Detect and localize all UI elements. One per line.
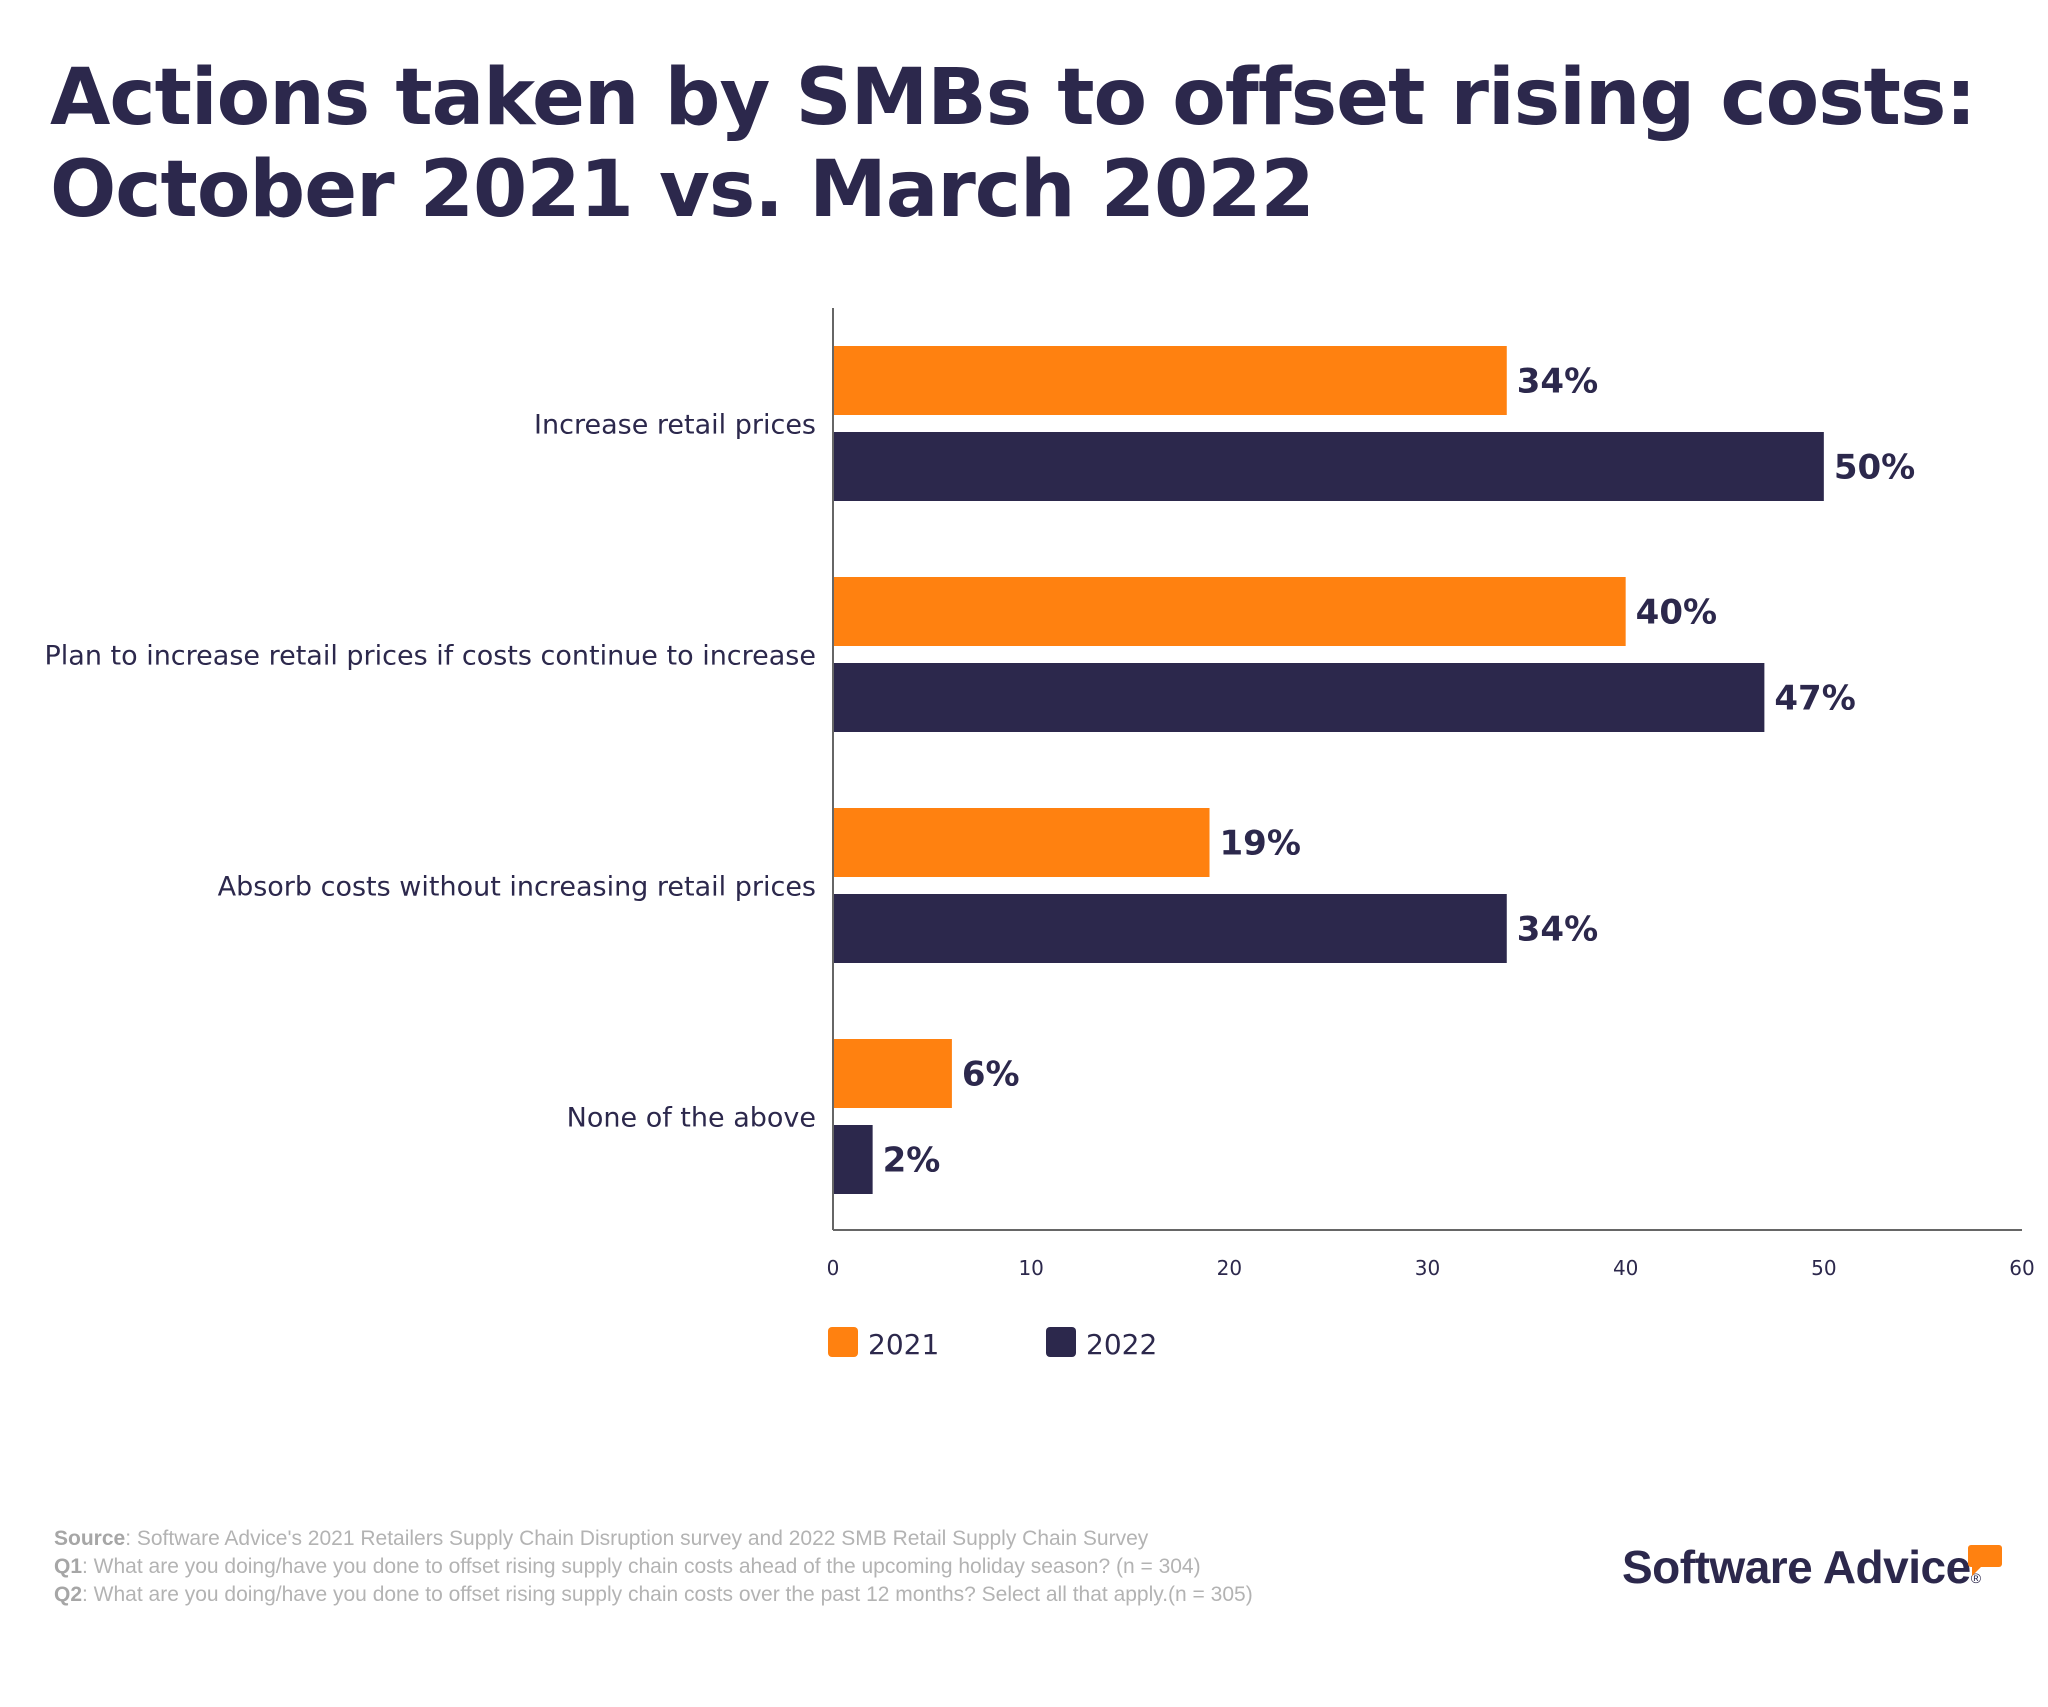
bar-2022	[833, 1125, 873, 1194]
x-tick-label: 0	[827, 1256, 840, 1280]
category-label: Plan to increase retail prices if costs …	[44, 641, 816, 672]
category-label: None of the above	[567, 1103, 816, 1134]
data-label: 50%	[1834, 448, 1915, 488]
data-label: 2%	[883, 1141, 941, 1181]
x-tick-label: 50	[1811, 1256, 1836, 1280]
footer-notes: Source: Software Advice's 2021 Retailers…	[54, 1525, 1253, 1609]
title-line-2: October 2021 vs. March 2022	[50, 145, 1315, 235]
category-label: Absorb costs without increasing retail p…	[218, 872, 816, 903]
bar-2022	[833, 663, 1765, 732]
x-tick-label: 60	[2009, 1256, 2034, 1280]
data-label: 47%	[1774, 679, 1855, 719]
bar-2022	[833, 432, 1824, 501]
x-tick-label: 30	[1415, 1256, 1440, 1280]
x-tick-label: 20	[1217, 1256, 1242, 1280]
legend-swatch-2022	[1046, 1327, 1076, 1357]
bar-2021	[833, 808, 1210, 877]
q2-note: Q2: What are you doing/have you done to …	[54, 1583, 1253, 1606]
q1-note: Q1: What are you doing/have you done to …	[54, 1555, 1201, 1578]
speech-bubble-icon	[1968, 1545, 2002, 1576]
data-label: 34%	[1517, 910, 1598, 950]
bar-2021	[833, 577, 1626, 646]
chart-title: Actions taken by SMBs to offset rising c…	[50, 52, 1977, 236]
data-label: 34%	[1517, 362, 1598, 402]
bar-2021	[833, 1039, 952, 1108]
legend-label: 2021	[868, 1328, 939, 1361]
source-note: Source: Software Advice's 2021 Retailers…	[54, 1527, 1149, 1550]
legend-swatch-2021	[828, 1327, 858, 1357]
bar-chart: 34% 50% Increase retail prices 40% 47% Plan t…	[44, 308, 2035, 1361]
x-tick-label: 10	[1018, 1256, 1043, 1280]
bar-2022	[833, 894, 1507, 963]
data-label: 6%	[962, 1055, 1020, 1095]
bar-2021	[833, 346, 1507, 415]
data-label: 19%	[1220, 824, 1301, 864]
title-line-1: Actions taken by SMBs to offset rising c…	[50, 53, 1977, 143]
x-tick-label: 40	[1613, 1256, 1638, 1280]
data-label: 40%	[1636, 593, 1717, 633]
software-advice-logo: Software Advice®	[1622, 1541, 1981, 1593]
legend-label: 2022	[1086, 1328, 1157, 1361]
category-label: Increase retail prices	[534, 410, 816, 441]
